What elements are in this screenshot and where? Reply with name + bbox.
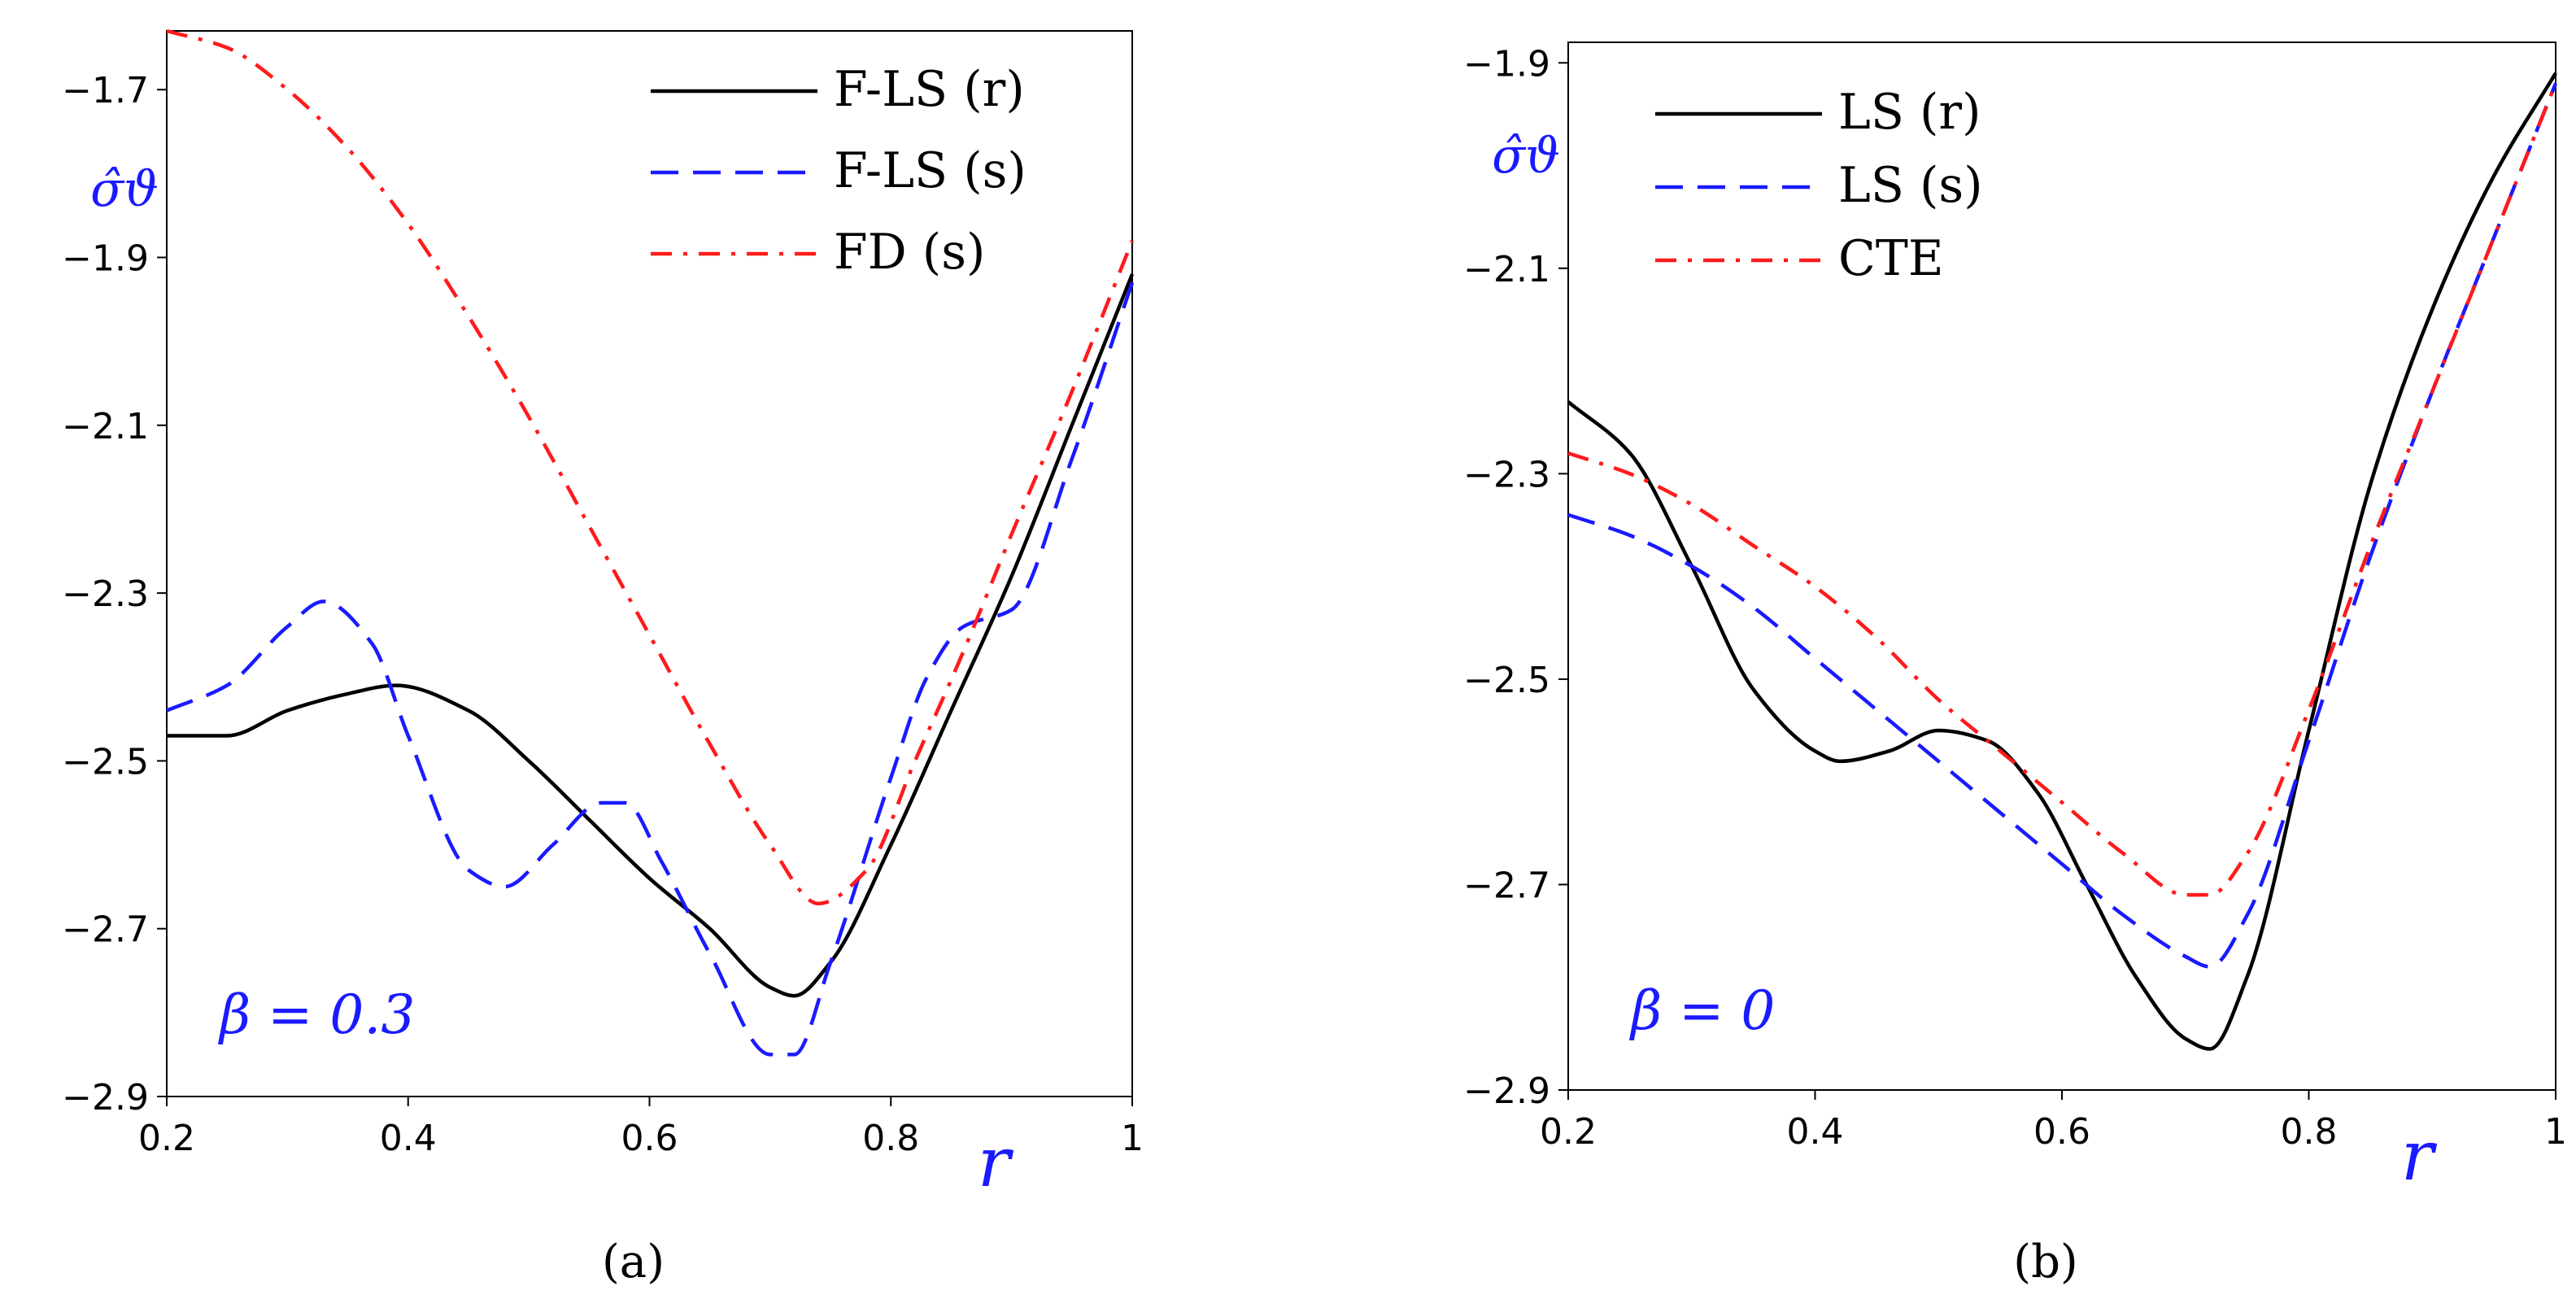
series-line-2 xyxy=(166,281,1135,1057)
legend-label: CTE xyxy=(1838,230,1944,287)
y-axis-label: σ̂ϑ xyxy=(1492,128,1560,185)
panel-b: 0.2 0.4 0.6 0.8 1 −2.9 −2.7 −2.5 −2.3 −2.1 −1.9 σ̂ϑ… xyxy=(1463,41,2567,1288)
series-line-1 xyxy=(1567,72,2557,1051)
y-tick-label: −2.3 xyxy=(62,573,149,615)
x-tick-label: 0.4 xyxy=(380,1118,437,1159)
beta-annotation: β = 0 xyxy=(1628,979,1775,1042)
y-tick-label: −1.9 xyxy=(1463,43,1550,85)
x-tick-label: 0.2 xyxy=(1540,1111,1597,1153)
x-tick-label: 0.6 xyxy=(2033,1111,2090,1153)
legend-label: F-LS (s) xyxy=(834,142,1026,199)
y-tick-label: −1.7 xyxy=(62,70,149,111)
series-line-1 xyxy=(166,273,1135,998)
y-tick-label: −2.3 xyxy=(1463,454,1550,495)
y-tick-label: −2.9 xyxy=(1463,1070,1550,1112)
legend: LS (r) LS (s) CTE xyxy=(1655,84,1983,287)
y-tick-label: −2.5 xyxy=(1463,660,1550,701)
legend-label: LS (r) xyxy=(1838,84,1981,141)
y-tick-label: −2.7 xyxy=(62,909,149,951)
y-tick-label: −2.9 xyxy=(62,1077,149,1118)
y-axis-label: σ̂ϑ xyxy=(90,161,159,218)
x-tick-label: 0.4 xyxy=(1787,1111,1844,1153)
series-line-3 xyxy=(166,28,1135,906)
y-tick-label: −2.1 xyxy=(62,406,149,447)
legend-label: LS (s) xyxy=(1838,157,1983,214)
x-tick-label: 0.6 xyxy=(621,1118,678,1159)
x-tick-label: 0.2 xyxy=(138,1118,195,1159)
x-tick-label: 0.8 xyxy=(2281,1111,2338,1153)
panel-label: (b) xyxy=(2013,1236,2078,1288)
legend-label: F-LS (r) xyxy=(834,61,1025,118)
y-tick-label: −2.7 xyxy=(1463,865,1550,906)
y-tick-label: −2.5 xyxy=(62,741,149,783)
panel-label: (a) xyxy=(602,1236,665,1288)
x-tick-label: 1 xyxy=(2544,1111,2567,1153)
x-axis-label: r xyxy=(978,1123,1014,1202)
beta-annotation: β = 0.3 xyxy=(217,983,415,1046)
legend-label: FD (s) xyxy=(834,224,985,281)
y-tick-label: −1.9 xyxy=(62,238,149,280)
y-tick-label: −2.1 xyxy=(1463,249,1550,290)
legend: F-LS (r) F-LS (s) FD (s) xyxy=(651,61,1026,281)
x-axis-label: r xyxy=(2401,1116,2438,1196)
x-tick-label: 1 xyxy=(1121,1118,1144,1159)
panel-a: 0.2 0.4 0.6 0.8 1 −2.9 −2.7 −2.5 −2.3 −2.1 −1.9 −1.… xyxy=(62,28,1144,1288)
x-tick-label: 0.8 xyxy=(862,1118,919,1159)
